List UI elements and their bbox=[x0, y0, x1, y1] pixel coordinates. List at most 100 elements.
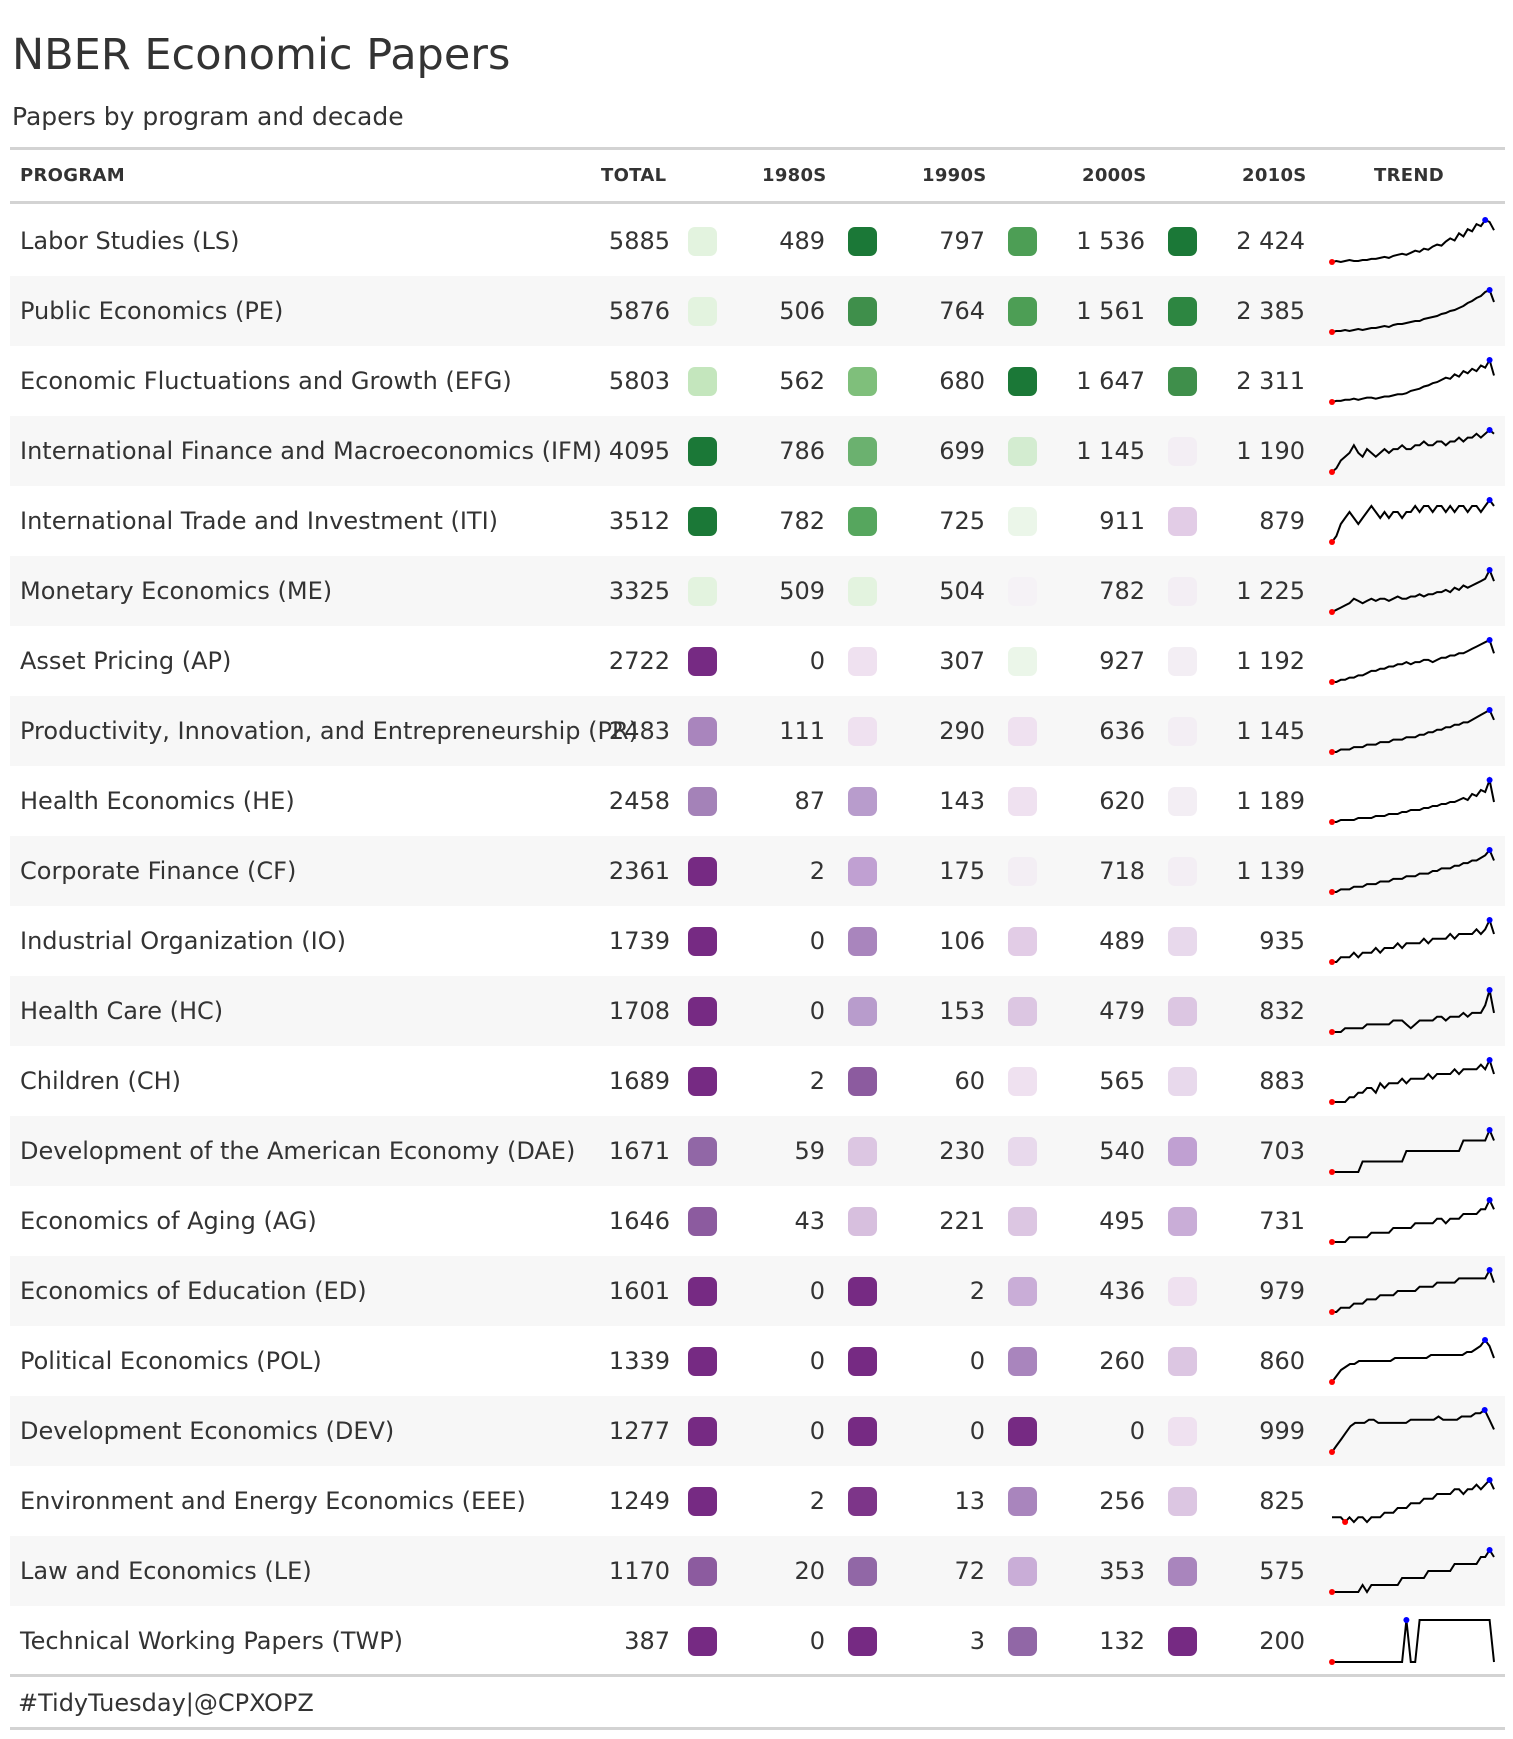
trend-line bbox=[1331, 218, 1495, 264]
trend-sparkline bbox=[1329, 1267, 1495, 1315]
trend-line bbox=[1332, 1478, 1495, 1524]
total-value: 5803 bbox=[608, 367, 670, 395]
value-1990s: 72 bbox=[954, 1557, 985, 1585]
trend-sparkline bbox=[1329, 1337, 1495, 1385]
value-2010s: 883 bbox=[1259, 1067, 1305, 1095]
trend-min-point bbox=[1329, 609, 1335, 615]
swatch-2010s bbox=[1168, 1067, 1197, 1096]
trend-sparkline bbox=[1329, 1407, 1495, 1455]
swatch-1990s bbox=[848, 1207, 877, 1236]
swatch-1980s bbox=[688, 367, 717, 396]
trend-line bbox=[1332, 1127, 1495, 1173]
swatch-2010s bbox=[1168, 997, 1197, 1026]
trend-min-point bbox=[1329, 749, 1335, 755]
swatch-1980s bbox=[688, 437, 717, 466]
swatch-1990s bbox=[848, 507, 877, 536]
table-row: Economic Fluctuations and Growth (EFG) 58… bbox=[10, 346, 1505, 416]
value-2000s: 489 bbox=[1099, 927, 1145, 955]
total-value: 1277 bbox=[608, 1417, 670, 1445]
value-1980s: 489 bbox=[779, 227, 825, 255]
value-2010s: 1 189 bbox=[1236, 787, 1305, 815]
total-value: 1339 bbox=[608, 1347, 670, 1375]
table-row: Development Economics (DEV) 1277 0 0 0 999 bbox=[10, 1396, 1505, 1466]
table-row: Economics of Education (ED) 1601 0 2 436 979 bbox=[10, 1256, 1505, 1326]
value-2010s: 825 bbox=[1259, 1487, 1305, 1515]
trend-min-point bbox=[1329, 329, 1335, 335]
trend-sparkline bbox=[1329, 847, 1495, 895]
value-2000s: 256 bbox=[1099, 1487, 1145, 1515]
trend-min-point bbox=[1329, 1659, 1335, 1665]
trend-min-point bbox=[1342, 1519, 1349, 1525]
swatch-2010s bbox=[1168, 507, 1197, 536]
trend-line bbox=[1332, 776, 1495, 823]
value-1980s: 509 bbox=[779, 577, 825, 605]
value-1990s: 143 bbox=[939, 787, 985, 815]
value-1990s: 230 bbox=[939, 1137, 985, 1165]
trend-max-point bbox=[1486, 567, 1493, 573]
total-value: 5876 bbox=[608, 297, 670, 325]
swatch-2000s bbox=[1008, 1487, 1037, 1516]
value-1980s: 59 bbox=[794, 1137, 825, 1165]
column-header-total: TOTAL bbox=[601, 165, 667, 186]
value-1990s: 797 bbox=[939, 227, 985, 255]
table-row: Public Economics (PE) 5876 506 764 1 561 2 38… bbox=[10, 276, 1505, 346]
total-value: 1708 bbox=[608, 997, 670, 1025]
trend-min-point bbox=[1329, 819, 1335, 825]
trend-sparkline bbox=[1329, 497, 1495, 545]
trend-sparkline bbox=[1329, 637, 1495, 685]
total-value: 1249 bbox=[608, 1487, 670, 1515]
value-1980s: 562 bbox=[779, 367, 825, 395]
value-1980s: 0 bbox=[809, 647, 825, 675]
trend-sparkline bbox=[1329, 776, 1495, 825]
swatch-2000s bbox=[1008, 1277, 1037, 1306]
value-2010s: 1 225 bbox=[1236, 577, 1305, 605]
total-value: 4095 bbox=[608, 437, 670, 465]
value-1980s: 87 bbox=[794, 787, 825, 815]
swatch-1990s bbox=[848, 577, 877, 606]
trend-line bbox=[1332, 917, 1495, 963]
trend-min-point bbox=[1329, 259, 1335, 265]
column-header-2000s: 2000S bbox=[1082, 165, 1147, 186]
trend-line bbox=[1331, 1408, 1495, 1453]
value-1990s: 0 bbox=[969, 1417, 985, 1445]
trend-min-point bbox=[1329, 1099, 1335, 1105]
trend-min-point bbox=[1329, 1239, 1335, 1245]
value-1990s: 290 bbox=[939, 717, 985, 745]
swatch-1990s bbox=[848, 1137, 877, 1166]
header-bottom-rule bbox=[10, 201, 1505, 204]
value-1980s: 786 bbox=[779, 437, 825, 465]
total-value: 5885 bbox=[608, 227, 670, 255]
trend-max-point bbox=[1482, 1337, 1488, 1343]
swatch-2010s bbox=[1168, 1627, 1197, 1656]
table-body: Labor Studies (LS) 5885 489 797 1 536 2 424 Pu… bbox=[10, 206, 1505, 1676]
total-value: 1646 bbox=[608, 1207, 670, 1235]
swatch-1980s bbox=[688, 1277, 717, 1306]
trend-min-point bbox=[1329, 959, 1335, 965]
trend-sparkline bbox=[1329, 1547, 1495, 1595]
trend-line bbox=[1331, 1338, 1495, 1383]
column-header-program: PROGRAM bbox=[20, 165, 125, 186]
table-row: Asset Pricing (AP) 2722 0 307 927 1 192 bbox=[10, 626, 1505, 696]
trend-sparkline bbox=[1329, 1617, 1495, 1665]
swatch-1990s bbox=[848, 1417, 877, 1446]
swatch-2000s bbox=[1008, 297, 1037, 326]
trend-max-point bbox=[1482, 217, 1489, 223]
swatch-1990s bbox=[848, 297, 877, 326]
value-2000s: 636 bbox=[1099, 717, 1145, 745]
trend-line bbox=[1331, 357, 1495, 403]
value-2010s: 1 192 bbox=[1236, 647, 1305, 675]
total-value: 1689 bbox=[608, 1067, 670, 1095]
value-1990s: 307 bbox=[939, 647, 985, 675]
swatch-2010s bbox=[1168, 227, 1197, 256]
value-2000s: 927 bbox=[1099, 647, 1145, 675]
trend-max-point bbox=[1486, 427, 1493, 433]
total-value: 2361 bbox=[608, 857, 670, 885]
swatch-2010s bbox=[1168, 1207, 1197, 1236]
program-name: Political Economics (POL) bbox=[20, 1347, 322, 1375]
trend-min-point bbox=[1329, 1379, 1335, 1385]
swatch-2000s bbox=[1008, 1207, 1037, 1236]
value-1990s: 680 bbox=[939, 367, 985, 395]
trend-max-point bbox=[1486, 497, 1493, 503]
trend-max-point bbox=[1486, 1477, 1493, 1483]
program-name: Health Care (HC) bbox=[20, 997, 224, 1025]
